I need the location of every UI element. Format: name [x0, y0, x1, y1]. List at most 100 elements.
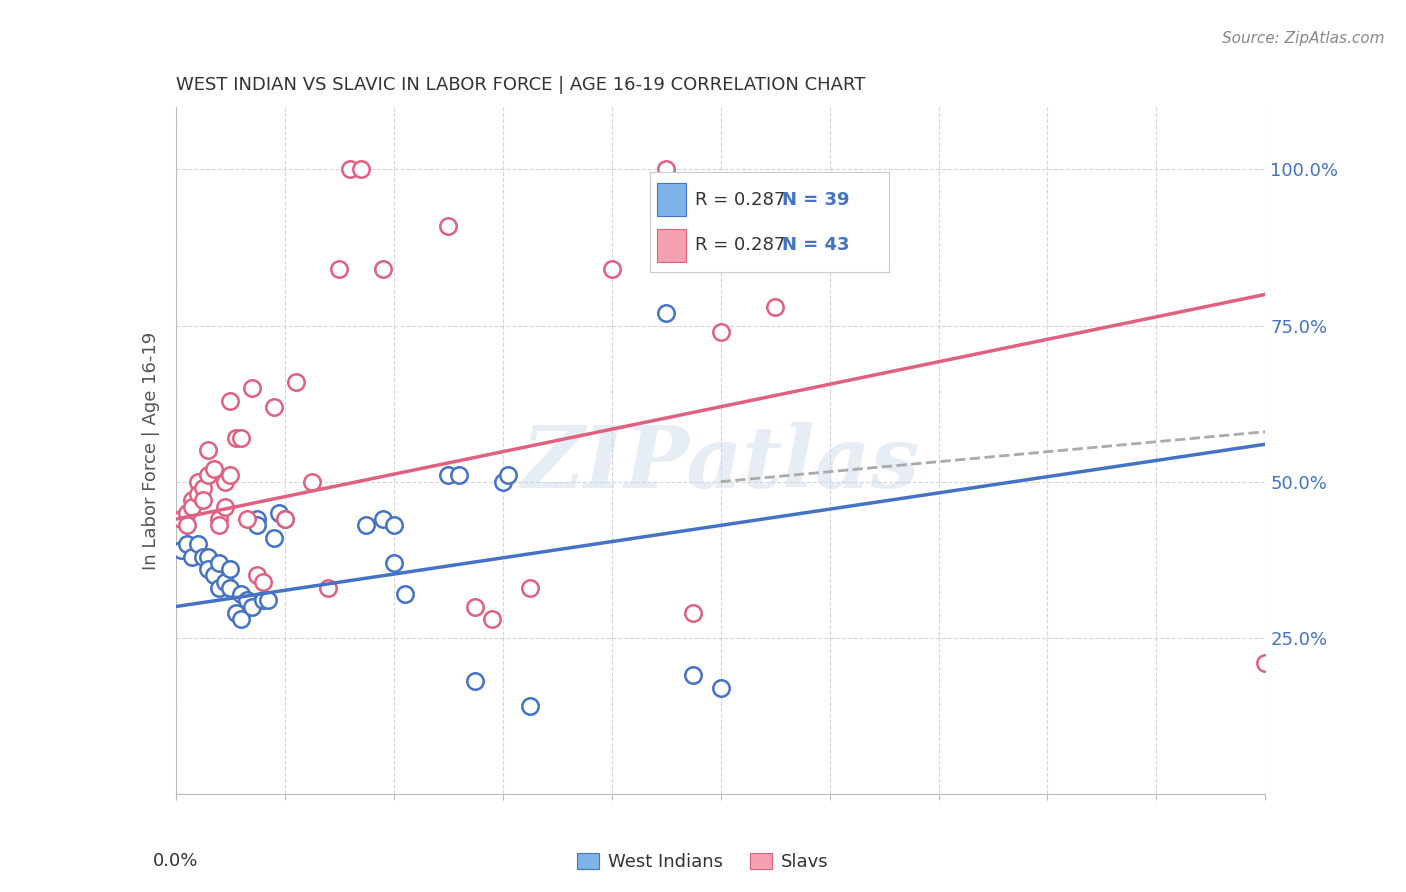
Point — [208, 556, 231, 570]
Point — [186, 487, 209, 501]
Point — [437, 219, 460, 233]
Point — [186, 537, 209, 551]
Point — [269, 506, 291, 520]
Point — [350, 162, 373, 177]
Point — [437, 468, 460, 483]
Point — [263, 400, 285, 414]
Point — [252, 593, 274, 607]
Point — [682, 668, 704, 682]
Point — [496, 468, 519, 483]
Point — [394, 587, 416, 601]
Point — [318, 581, 340, 595]
Point — [655, 162, 678, 177]
Point — [246, 512, 269, 526]
Point — [301, 475, 323, 489]
Point — [235, 512, 257, 526]
Text: WEST INDIAN VS SLAVIC IN LABOR FORCE | AGE 16-19 CORRELATION CHART: WEST INDIAN VS SLAVIC IN LABOR FORCE | A… — [176, 77, 865, 95]
Point — [710, 325, 733, 339]
Point — [219, 468, 242, 483]
Text: 0.0%: 0.0% — [153, 852, 198, 871]
Point — [284, 375, 307, 389]
Point — [231, 431, 253, 445]
Point — [170, 543, 193, 558]
Point — [447, 468, 470, 483]
Point — [197, 549, 219, 564]
Text: ZIPatlas: ZIPatlas — [522, 423, 920, 506]
Point — [682, 606, 704, 620]
Point — [328, 262, 350, 277]
Point — [339, 162, 361, 177]
Point — [274, 512, 297, 526]
Point — [197, 443, 219, 458]
Point — [382, 518, 405, 533]
Point — [225, 431, 247, 445]
Point — [181, 500, 204, 514]
Point — [219, 562, 242, 576]
Point — [263, 531, 285, 545]
Point — [240, 599, 263, 614]
Point — [246, 568, 269, 582]
Point — [181, 500, 204, 514]
Point — [464, 599, 486, 614]
Point — [240, 599, 263, 614]
Point — [170, 512, 193, 526]
Point — [655, 306, 678, 320]
Point — [202, 568, 225, 582]
Point — [214, 475, 236, 489]
Point — [328, 262, 350, 277]
Point — [600, 262, 623, 277]
Text: Source: ZipAtlas.com: Source: ZipAtlas.com — [1222, 31, 1385, 46]
Point — [371, 262, 394, 277]
Point — [219, 562, 242, 576]
Point — [197, 562, 219, 576]
Point — [225, 431, 247, 445]
Point — [219, 393, 242, 408]
Point — [197, 562, 219, 576]
Point — [371, 512, 394, 526]
Point — [170, 512, 193, 526]
Point — [655, 306, 678, 320]
Point — [252, 574, 274, 589]
Point — [208, 518, 231, 533]
Point — [208, 556, 231, 570]
Point — [710, 325, 733, 339]
Point — [191, 549, 214, 564]
Point — [252, 574, 274, 589]
Point — [191, 493, 214, 508]
Point — [600, 262, 623, 277]
Point — [519, 699, 541, 714]
Point — [382, 518, 405, 533]
Point — [170, 543, 193, 558]
Point — [496, 468, 519, 483]
Point — [214, 574, 236, 589]
Point — [257, 593, 280, 607]
Point — [202, 568, 225, 582]
Point — [181, 493, 204, 508]
Point — [763, 300, 786, 314]
Point — [519, 581, 541, 595]
Point — [231, 612, 253, 626]
Point — [186, 475, 209, 489]
Point — [356, 518, 378, 533]
Point — [240, 381, 263, 395]
Point — [176, 518, 198, 533]
Point — [231, 587, 253, 601]
Point — [492, 475, 515, 489]
Point — [197, 443, 219, 458]
Point — [447, 468, 470, 483]
Point — [246, 512, 269, 526]
Point — [246, 518, 269, 533]
Point — [231, 587, 253, 601]
Point — [382, 556, 405, 570]
Point — [252, 593, 274, 607]
Point — [263, 531, 285, 545]
Point — [1254, 656, 1277, 670]
Point — [682, 668, 704, 682]
Legend: West Indians, Slavs: West Indians, Slavs — [571, 846, 835, 879]
Point — [263, 400, 285, 414]
Point — [269, 506, 291, 520]
Point — [492, 475, 515, 489]
Point — [437, 468, 460, 483]
Point — [219, 468, 242, 483]
Point — [257, 593, 280, 607]
